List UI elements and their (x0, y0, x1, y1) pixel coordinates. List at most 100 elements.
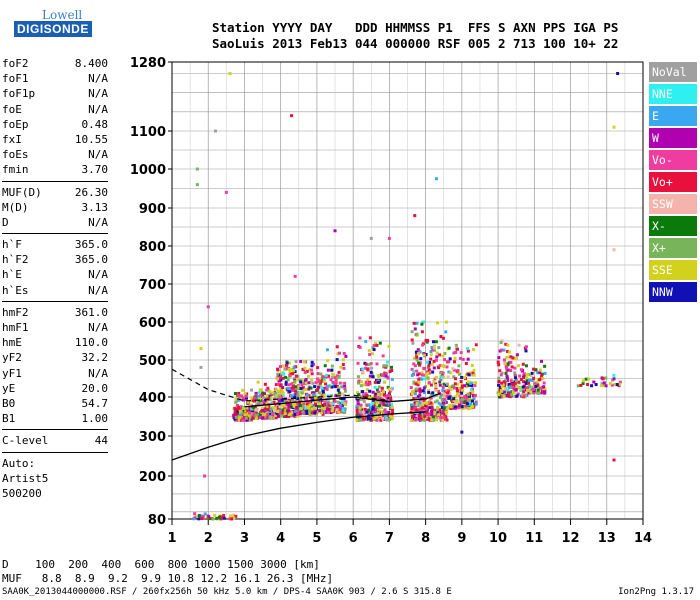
echo-point (370, 366, 374, 370)
echo-point (437, 366, 441, 370)
echo-point (432, 340, 436, 344)
echo-point (437, 346, 441, 350)
echo-point (302, 411, 306, 415)
echo-point (367, 349, 371, 353)
param-value: 3.70 (81, 163, 109, 177)
echo-point (426, 371, 430, 375)
echo-point (239, 394, 243, 398)
echo-point (363, 407, 367, 411)
echo-point (522, 374, 526, 378)
echo-point (314, 396, 318, 400)
echo-point (374, 412, 378, 416)
echo-point (376, 374, 380, 378)
param-key: yE (2, 381, 16, 395)
echo-point (193, 512, 197, 516)
echo-point (369, 410, 373, 414)
param-separator (2, 300, 108, 302)
echo-point (241, 418, 245, 422)
echo-point (418, 414, 422, 418)
echo-point (266, 416, 270, 420)
echo-point (618, 380, 622, 384)
echo-point (201, 514, 205, 518)
echo-point (435, 355, 439, 359)
echo-point (439, 335, 443, 339)
echo-point (533, 382, 537, 386)
echo-point (504, 342, 508, 346)
echo-point (434, 382, 438, 386)
echo-point (340, 402, 344, 406)
echo-point (263, 382, 267, 386)
echo-point (277, 393, 281, 397)
echo-point (435, 411, 439, 415)
echo-point (525, 376, 529, 380)
echo-point (326, 401, 330, 405)
echo-point (317, 400, 321, 404)
echo-point (257, 391, 261, 395)
echo-point (387, 392, 391, 396)
echo-point (442, 389, 446, 393)
echo-point (322, 380, 326, 384)
echo-point (359, 403, 363, 407)
echo-point (500, 348, 504, 352)
echo-point (502, 348, 506, 352)
echo-point (459, 396, 463, 400)
param-row: hmF1 N/A (2, 320, 108, 335)
echo-point (241, 388, 245, 392)
echo-point (425, 370, 429, 374)
echo-point (372, 411, 376, 415)
echo-point (500, 381, 504, 385)
echo-point (291, 372, 295, 376)
echo-point (413, 392, 417, 396)
echo-point (410, 338, 414, 342)
echo-point (324, 382, 328, 386)
echo-point (311, 393, 315, 397)
param-row: C-level 44 (2, 433, 108, 448)
echo-point (445, 394, 449, 398)
echo-point (233, 406, 237, 410)
echo-point (294, 374, 298, 378)
echo-point (505, 376, 509, 380)
echo-point (525, 373, 529, 377)
echo-point (372, 348, 376, 352)
echo-point (276, 410, 280, 414)
echo-point (361, 390, 365, 394)
echo-point (535, 381, 539, 385)
echo-point (429, 401, 433, 405)
echo-point (516, 364, 520, 368)
echo-point (450, 398, 454, 402)
echo-point (459, 380, 463, 384)
echo-point (258, 412, 262, 416)
param-row: foF1 N/A (2, 71, 108, 86)
echo-point (455, 347, 459, 351)
param-row: fmin 3.70 (2, 162, 108, 177)
echo-point (302, 381, 306, 385)
echo-point (463, 397, 467, 401)
echo-point (429, 393, 433, 397)
echo-point (369, 362, 373, 366)
echo-point (264, 412, 268, 416)
echo-point (469, 373, 473, 377)
echo-point (543, 364, 547, 368)
echo-point (355, 404, 359, 408)
echo-point (466, 349, 470, 353)
echo-point (337, 386, 341, 390)
echo-point (276, 383, 280, 387)
echo-point (336, 376, 340, 380)
echo-point (281, 386, 285, 390)
echo-point (246, 400, 250, 404)
echo-point (341, 358, 345, 362)
echo-point (375, 343, 379, 347)
echo-point (299, 395, 303, 399)
echo-point (410, 392, 414, 396)
x-tick-label: 9 (457, 531, 466, 546)
echo-point (265, 394, 269, 398)
echo-point (312, 391, 316, 395)
echo-point (237, 406, 241, 410)
echo-point (426, 366, 430, 370)
echo-point (432, 346, 436, 350)
echo-point (422, 391, 426, 395)
echo-point (410, 330, 414, 334)
echo-point (261, 396, 265, 400)
echo-point (319, 397, 323, 401)
echo-point (532, 391, 536, 395)
